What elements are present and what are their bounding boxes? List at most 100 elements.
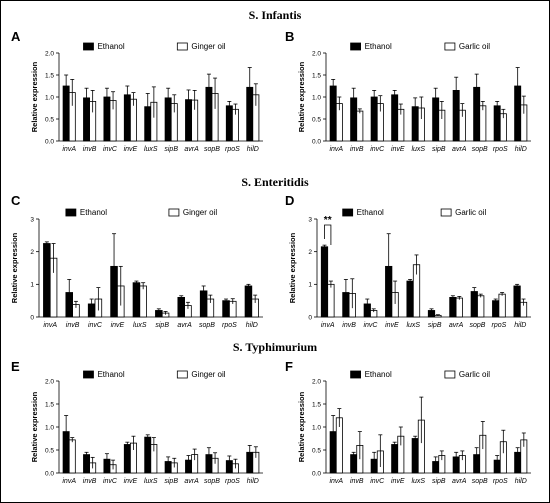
- section-title-typhimurium: S. Typhimurium: [233, 340, 317, 354]
- x-tick-label: sipB: [164, 478, 178, 485]
- x-tick-label: invA: [329, 478, 343, 485]
- panel-f: F 0.0 0.5 1.0 1.5 2.0 Relative expression invA i…: [285, 359, 531, 485]
- x-tick-label: rpoS: [225, 146, 240, 153]
- x-tick-label: sipB: [428, 322, 442, 329]
- y-tick-label: 0.0: [45, 470, 54, 477]
- x-tick-label: sopB: [204, 146, 220, 153]
- y-tick-label: 3: [30, 216, 34, 223]
- legend-swatch: [83, 370, 94, 379]
- legend-label: Ethanol: [97, 370, 124, 379]
- y-tick-label: 1: [30, 282, 34, 289]
- x-tick-label: invE: [124, 146, 138, 153]
- bar-oil: [477, 295, 485, 318]
- x-tick-label: invC: [103, 478, 118, 485]
- x-tick-label: avrA: [184, 478, 199, 485]
- bar-ethanol: [492, 300, 500, 318]
- x-tick-label: avrA: [184, 146, 199, 153]
- y-tick-label: 0.5: [45, 447, 54, 454]
- y-tick-label: 2.0: [312, 50, 321, 57]
- y-tick-label: 0.5: [45, 116, 54, 123]
- bar-ethanol: [222, 300, 230, 318]
- legend-label: Garlic oil: [455, 208, 486, 217]
- y-tick-label: 1: [308, 282, 312, 289]
- legend-label: Garlic oil: [459, 370, 490, 379]
- legend-swatch: [342, 208, 354, 217]
- x-tick-label: hilD: [515, 478, 527, 485]
- bar-ethanol: [43, 243, 51, 318]
- bar-ethanol: [350, 454, 358, 474]
- x-tick-label: invE: [391, 478, 405, 485]
- x-tick-label: invE: [391, 146, 405, 153]
- bar-oil: [356, 110, 364, 142]
- x-tick-label: sipB: [164, 146, 178, 153]
- y-tick-label: 1.5: [312, 401, 321, 408]
- legend-swatch: [83, 42, 94, 51]
- x-tick-label: sipB: [155, 322, 169, 329]
- legend-swatch: [444, 42, 456, 51]
- legend-swatch: [444, 370, 456, 379]
- bar-ethanol: [449, 296, 457, 318]
- x-tick-label: sopB: [472, 146, 488, 153]
- panel-b: B 0.0 0.5 1.0 1.5 2.0 Relative expression invA i…: [285, 29, 531, 153]
- y-tick-label: 1.0: [312, 424, 321, 431]
- legend-label: Ethanol: [80, 208, 107, 217]
- bar-oil: [479, 105, 487, 142]
- x-tick-label: invB: [342, 322, 356, 329]
- x-tick-label: invB: [350, 146, 364, 153]
- legend-label: Ethanol: [357, 208, 384, 217]
- x-tick-label: rpoS: [493, 146, 508, 153]
- bar-ethanol: [123, 444, 131, 474]
- panel-c: C 0 1 2 3 Relative expression invA invB invC invE…: [10, 193, 263, 329]
- legend-swatch: [350, 370, 362, 379]
- panel-letter: B: [285, 29, 294, 44]
- y-tick-label: 1.0: [45, 94, 54, 101]
- bar-ethanol: [391, 444, 399, 474]
- bar-ethanol: [83, 454, 91, 474]
- y-tick-label: 0.0: [45, 138, 54, 145]
- y-tick-label: 0: [30, 314, 34, 321]
- legend-label: Ginger oil: [183, 208, 217, 217]
- x-tick-label: rpoS: [493, 478, 508, 485]
- legend-swatch: [65, 208, 77, 217]
- bar-oil: [455, 297, 463, 318]
- legend-label: Ginger oil: [191, 42, 225, 51]
- legend-swatch: [168, 208, 180, 217]
- y-tick-label: 0.5: [312, 447, 321, 454]
- x-tick-label: invB: [83, 146, 97, 153]
- bar-ethanol: [244, 285, 253, 318]
- panel-letter: E: [11, 359, 20, 374]
- x-tick-label: sopB: [199, 322, 215, 329]
- y-axis-label: Relative expression: [297, 61, 306, 132]
- y-tick-label: 0: [308, 314, 312, 321]
- panel-d: D 0 1 2 3 Relative expression invA invB invC invE…: [285, 193, 531, 329]
- x-tick-label: sopB: [472, 478, 488, 485]
- legend-swatch: [440, 208, 452, 217]
- section-title-enteritidis: S. Enteritidis: [241, 175, 309, 189]
- bar-ethanol: [132, 282, 141, 318]
- y-tick-label: 1.5: [45, 72, 54, 79]
- y-tick-label: 2: [308, 249, 312, 256]
- x-tick-label: invB: [66, 322, 80, 329]
- y-tick-label: 2.0: [45, 50, 54, 57]
- y-tick-label: 2: [30, 249, 34, 256]
- legend-label: Ginger oil: [191, 370, 225, 379]
- bar-ethanol: [225, 105, 233, 142]
- x-tick-label: rpoS: [225, 478, 240, 485]
- bar-oil: [327, 283, 335, 318]
- bar-ethanol: [411, 438, 419, 474]
- x-tick-label: avrA: [449, 322, 464, 329]
- panel-letter: D: [285, 193, 294, 208]
- legend-label: Garlic oil: [459, 42, 490, 51]
- x-tick-label: invA: [329, 146, 343, 153]
- x-tick-label: sopB: [470, 322, 486, 329]
- panel-letter: F: [285, 359, 293, 374]
- bar-ethanol: [513, 285, 521, 318]
- x-tick-label: invA: [62, 146, 76, 153]
- x-tick-label: invB: [83, 478, 97, 485]
- legend-label: Ethanol: [97, 42, 124, 51]
- x-tick-label: luxS: [144, 478, 158, 485]
- section-title-infantis: S. Infantis: [249, 8, 302, 22]
- x-tick-label: luxS: [144, 146, 158, 153]
